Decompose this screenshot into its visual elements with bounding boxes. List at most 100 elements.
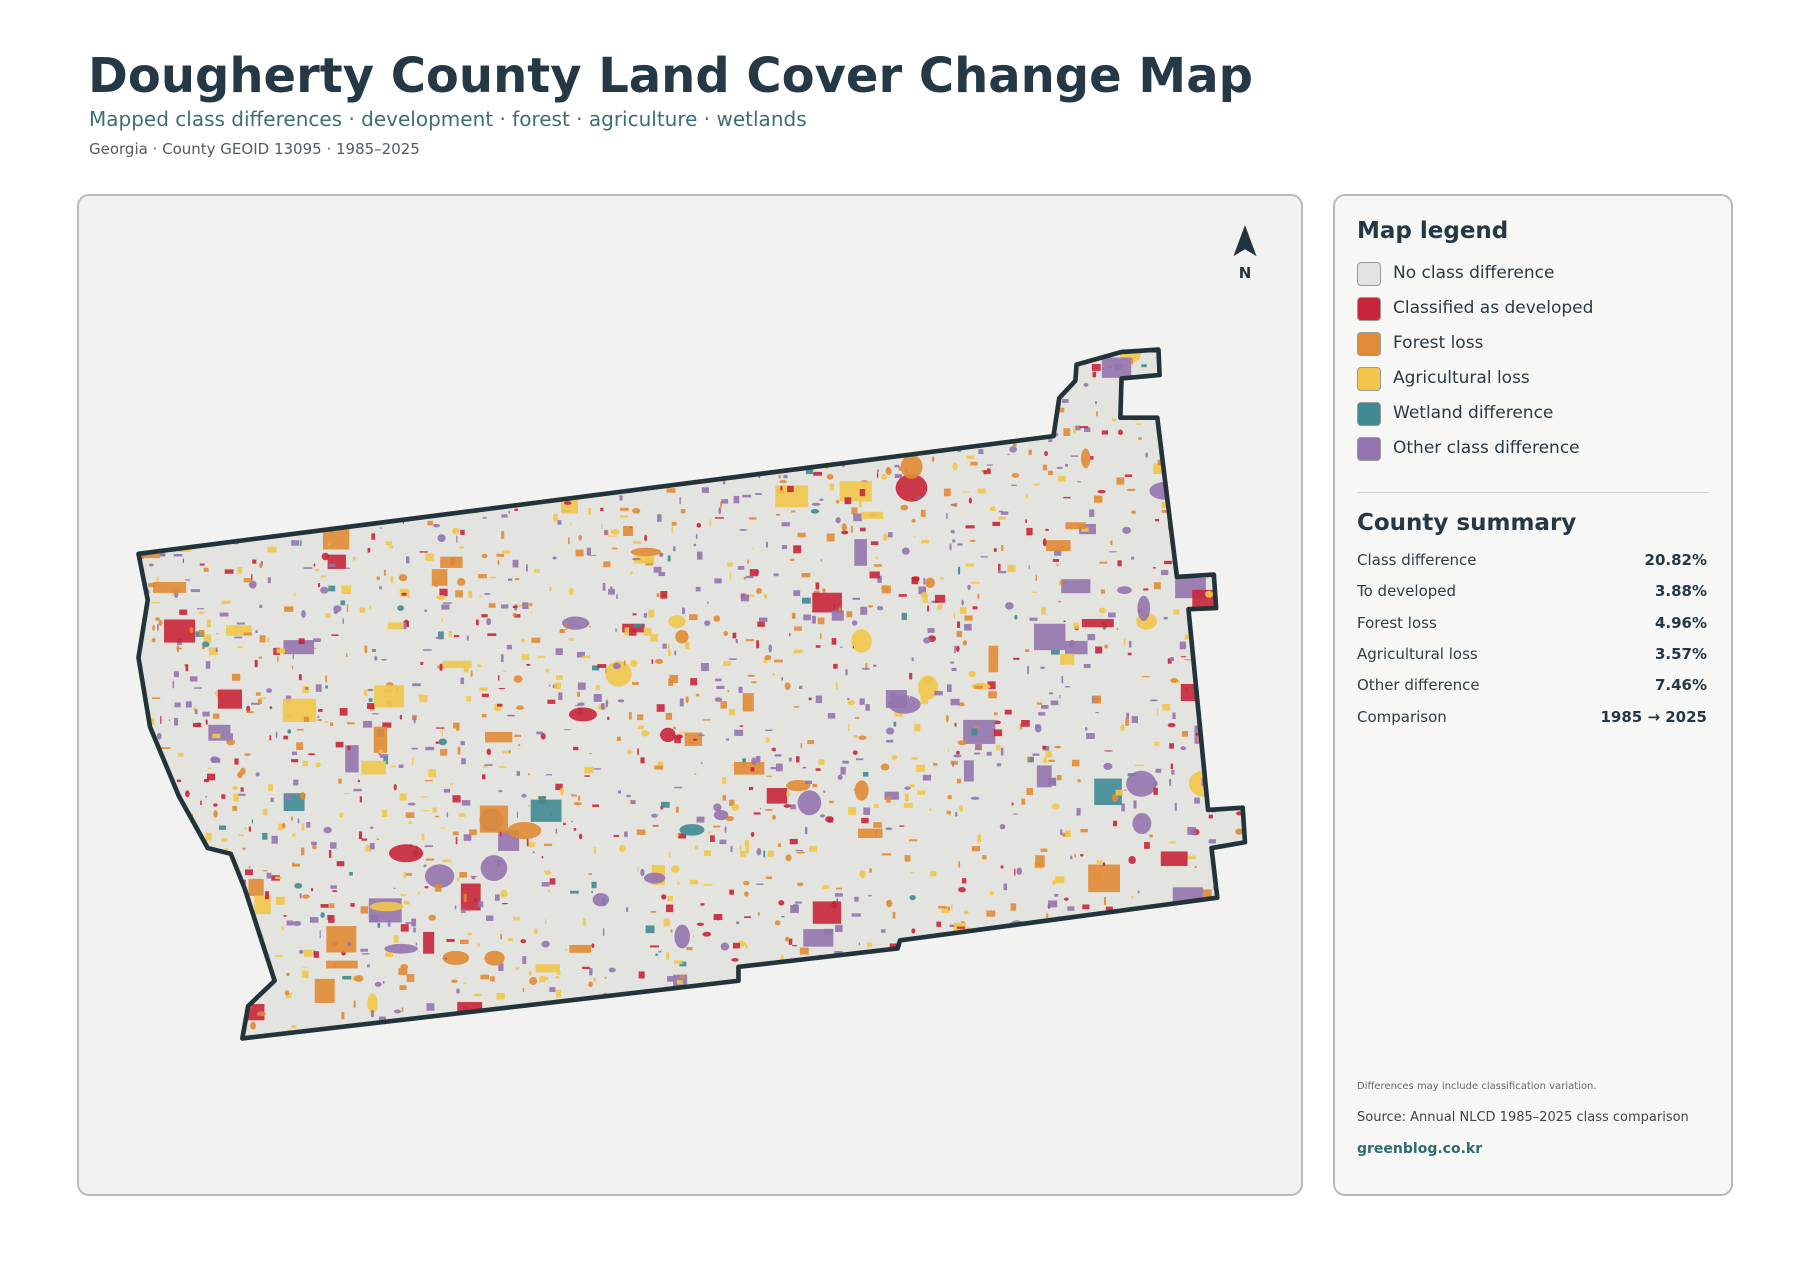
change-patch <box>624 831 628 837</box>
change-patch <box>381 810 388 817</box>
change-patch <box>221 838 228 842</box>
change-patch <box>484 950 505 966</box>
change-patch <box>394 1009 402 1014</box>
change-patch <box>1081 919 1091 928</box>
change-patch <box>727 690 730 693</box>
change-patch <box>474 350 485 353</box>
change-patch <box>703 377 713 379</box>
change-patch <box>506 644 512 650</box>
change-patch <box>1082 904 1090 910</box>
change-patch <box>202 711 210 717</box>
change-patch <box>326 960 358 969</box>
change-patch <box>764 654 772 661</box>
change-patch <box>1025 519 1027 523</box>
change-patch <box>342 975 352 980</box>
change-patch <box>817 617 825 625</box>
change-patch <box>648 609 655 618</box>
change-patch <box>438 631 444 640</box>
change-patch <box>174 702 181 708</box>
change-patch <box>387 622 407 630</box>
change-patch <box>570 821 574 823</box>
change-patch <box>1073 426 1077 434</box>
change-patch <box>194 687 203 689</box>
change-patch <box>957 621 961 628</box>
change-patch <box>458 813 466 817</box>
change-patch <box>341 1012 345 1020</box>
change-patch <box>780 486 783 491</box>
change-patch <box>248 580 257 589</box>
change-patch <box>1153 582 1161 590</box>
change-patch <box>252 498 261 501</box>
change-patch <box>950 760 958 765</box>
change-patch <box>380 527 382 529</box>
change-patch <box>732 942 740 949</box>
change-patch <box>577 682 586 690</box>
change-patch <box>1207 655 1210 663</box>
change-patch <box>188 863 197 870</box>
change-patch <box>853 513 862 522</box>
change-patch <box>312 845 317 850</box>
change-patch <box>993 729 1003 737</box>
change-patch <box>982 855 987 860</box>
change-patch <box>500 478 507 487</box>
change-patch <box>1191 548 1196 554</box>
change-patch <box>996 972 1005 975</box>
change-patch <box>180 358 184 364</box>
change-patch <box>690 678 698 686</box>
change-patch <box>652 408 657 414</box>
change-patch <box>501 398 506 401</box>
change-patch <box>463 834 472 841</box>
change-patch <box>921 539 929 544</box>
change-patch <box>965 563 974 567</box>
change-patch <box>819 632 822 640</box>
change-patch <box>563 728 572 731</box>
change-patch <box>948 426 951 430</box>
change-patch <box>401 592 407 596</box>
change-patch <box>638 358 641 363</box>
change-patch <box>1048 470 1053 476</box>
change-patch <box>1131 510 1136 515</box>
change-patch <box>696 522 702 528</box>
change-patch <box>1041 606 1046 615</box>
change-patch <box>197 611 205 614</box>
change-patch <box>1145 452 1148 458</box>
change-patch <box>456 724 460 731</box>
change-patch <box>690 741 696 745</box>
change-patch <box>484 593 491 595</box>
change-patch <box>1232 714 1240 718</box>
change-patch <box>786 1021 796 1027</box>
change-patch <box>569 944 592 953</box>
change-patch <box>916 496 921 500</box>
change-patch <box>269 735 272 741</box>
change-patch <box>232 806 238 811</box>
change-patch <box>496 993 505 1000</box>
change-patch <box>443 788 451 793</box>
change-patch <box>641 456 644 458</box>
change-patch <box>234 508 238 513</box>
change-patch <box>693 738 698 741</box>
change-patch <box>848 807 856 816</box>
change-patch <box>963 719 996 744</box>
change-patch <box>151 966 155 971</box>
change-patch <box>973 752 981 755</box>
change-patch <box>1054 387 1060 391</box>
change-patch <box>161 995 170 999</box>
change-patch <box>633 440 643 444</box>
change-patch <box>401 1007 404 1012</box>
change-patch <box>224 895 226 898</box>
change-patch <box>455 836 458 845</box>
change-patch <box>1115 789 1123 796</box>
change-patch <box>1183 982 1187 990</box>
change-patch <box>352 556 356 561</box>
change-patch <box>946 684 952 693</box>
change-patch <box>679 456 684 465</box>
change-patch <box>331 634 339 636</box>
change-patch <box>408 820 412 825</box>
legend-label: Forest loss <box>1393 333 1484 353</box>
change-patch <box>882 404 890 410</box>
change-patch <box>1207 376 1215 382</box>
change-patch <box>576 651 585 658</box>
change-patch <box>640 757 645 764</box>
change-patch <box>666 952 670 960</box>
change-patch <box>393 935 399 943</box>
